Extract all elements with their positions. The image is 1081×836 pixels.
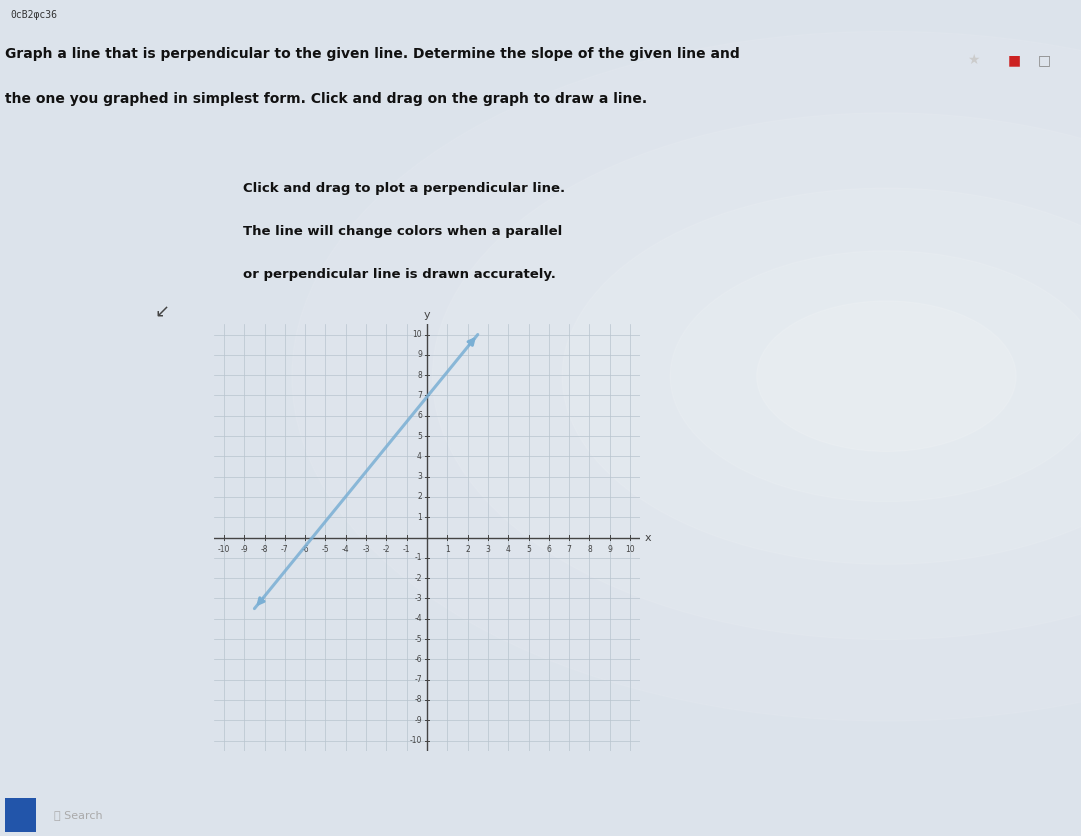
Text: 3: 3: [417, 472, 422, 482]
Text: 10: 10: [412, 330, 422, 339]
Text: x: x: [644, 533, 651, 543]
Ellipse shape: [670, 251, 1081, 502]
Ellipse shape: [432, 113, 1081, 640]
Text: 6: 6: [417, 411, 422, 421]
Text: -10: -10: [217, 545, 230, 553]
Text: the one you graphed in simplest form. Click and drag on the graph to draw a line: the one you graphed in simplest form. Cl…: [5, 92, 648, 105]
Text: The line will change colors when a parallel: The line will change colors when a paral…: [243, 225, 562, 238]
Text: -9: -9: [240, 545, 248, 553]
Text: -8: -8: [414, 696, 422, 705]
Text: 7: 7: [566, 545, 572, 553]
Text: 2: 2: [465, 545, 470, 553]
Text: y: y: [424, 310, 430, 320]
Text: 5: 5: [417, 431, 422, 441]
Text: 8: 8: [417, 370, 422, 380]
Text: 4: 4: [506, 545, 510, 553]
Text: 9: 9: [608, 545, 612, 553]
Text: or perpendicular line is drawn accurately.: or perpendicular line is drawn accuratel…: [243, 268, 556, 281]
Text: -3: -3: [414, 594, 422, 603]
Text: 6: 6: [546, 545, 551, 553]
Text: 10: 10: [625, 545, 635, 553]
Text: -9: -9: [414, 716, 422, 725]
Text: 5: 5: [526, 545, 531, 553]
Text: Click and drag to plot a perpendicular line.: Click and drag to plot a perpendicular l…: [243, 182, 565, 196]
Text: -4: -4: [414, 614, 422, 624]
Text: 0cB2φc36: 0cB2φc36: [11, 10, 57, 19]
Text: -6: -6: [302, 545, 309, 553]
Text: -7: -7: [281, 545, 289, 553]
Text: -6: -6: [414, 655, 422, 664]
Text: ★: ★: [967, 54, 980, 67]
Text: -1: -1: [403, 545, 411, 553]
Ellipse shape: [292, 31, 1081, 721]
Text: 1: 1: [445, 545, 450, 553]
Text: -3: -3: [362, 545, 370, 553]
Text: 8: 8: [587, 545, 591, 553]
Bar: [5, 798, 36, 832]
Text: 9: 9: [417, 350, 422, 359]
Text: 1: 1: [417, 512, 422, 522]
Text: -5: -5: [414, 635, 422, 644]
Text: ■: ■: [1007, 54, 1020, 67]
Ellipse shape: [757, 301, 1016, 451]
Text: -2: -2: [383, 545, 390, 553]
Text: -5: -5: [322, 545, 330, 553]
Text: -8: -8: [261, 545, 268, 553]
Text: -4: -4: [342, 545, 349, 553]
Text: -10: -10: [410, 736, 422, 745]
Text: -2: -2: [414, 573, 422, 583]
Text: ↙: ↙: [155, 303, 170, 321]
Text: -7: -7: [414, 675, 422, 684]
Text: -1: -1: [414, 553, 422, 563]
Text: 4: 4: [417, 451, 422, 461]
Text: Graph a line that is perpendicular to the given line. Determine the slope of the: Graph a line that is perpendicular to th…: [5, 47, 740, 60]
Text: □: □: [1038, 54, 1051, 67]
Text: 2: 2: [417, 492, 422, 502]
Text: 7: 7: [417, 391, 422, 400]
Ellipse shape: [562, 188, 1081, 564]
Text: 3: 3: [485, 545, 491, 553]
Text: 🔍 Search: 🔍 Search: [54, 810, 103, 820]
